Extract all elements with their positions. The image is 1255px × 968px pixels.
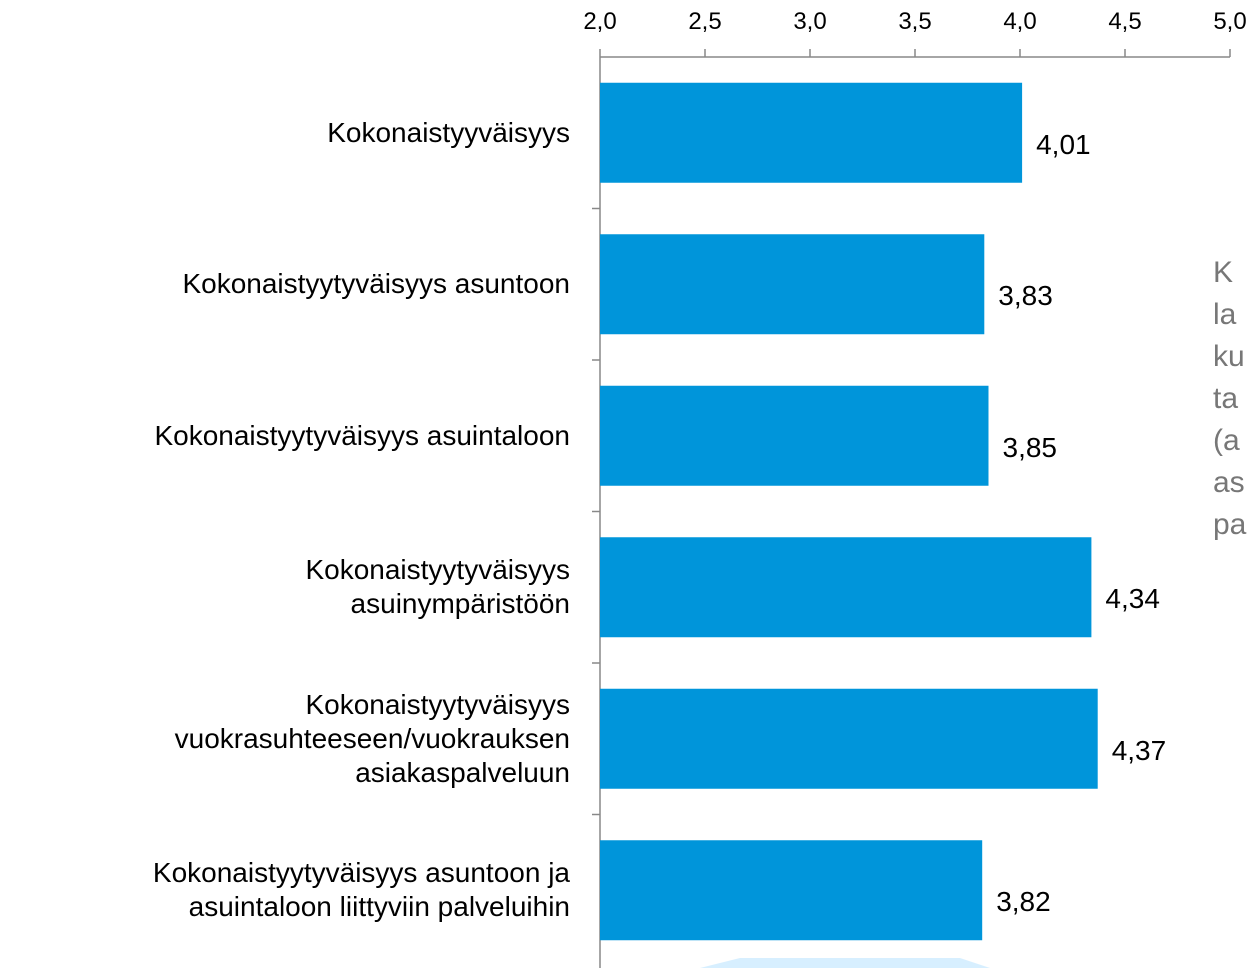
x-tick-label: 3,0	[793, 8, 827, 35]
x-tick-label: 2,0	[583, 8, 617, 35]
data-label: 4,37	[1111, 734, 1167, 766]
x-tick-label: 5,0	[1213, 8, 1247, 35]
data-label: 3,83	[998, 280, 1053, 312]
y-tick-label: Kokonaistyytyväisyys asuntoon ja asuinta…	[152, 857, 570, 923]
annotation-line: la	[1213, 298, 1237, 331]
annotation-line: K	[1213, 256, 1234, 289]
bar	[600, 840, 983, 941]
annotation-line: as	[1213, 466, 1245, 499]
annotation-line: (a	[1213, 424, 1240, 457]
x-tick-label: 4,5	[1108, 8, 1142, 35]
bar	[600, 385, 989, 486]
data-label: 4,34	[1105, 583, 1160, 615]
data-label: 4,01	[1036, 128, 1091, 160]
bar	[600, 82, 1023, 183]
x-tick-label: 3,5	[898, 8, 932, 35]
data-label: 3,85	[1002, 431, 1058, 463]
bar	[600, 537, 1092, 638]
x-tick-label: 2,5	[688, 8, 722, 35]
decoration	[700, 958, 990, 968]
data-label: 3,82	[996, 886, 1051, 918]
x-tick-label: 4,0	[1003, 8, 1037, 35]
y-tick-label: Kokonaistyytyväisyys asuintaloon	[154, 419, 570, 451]
annotation-line: ta	[1213, 382, 1239, 415]
y-tick-label: Kokonaistyytyväisyys asuinympäristöön	[305, 554, 570, 620]
y-tick-label: Kokonaistyyväisyys	[327, 116, 570, 148]
y-tick-label: Kokonaistyytyväisyys asuntoon	[182, 268, 570, 300]
bar	[600, 688, 1098, 789]
bar	[600, 234, 985, 335]
annotation-line: pa	[1213, 508, 1247, 541]
y-tick-label: Kokonaistyytyväisyys vuokrasuhteeseen/vu…	[174, 688, 570, 788]
annotation-line: ku	[1213, 340, 1245, 373]
